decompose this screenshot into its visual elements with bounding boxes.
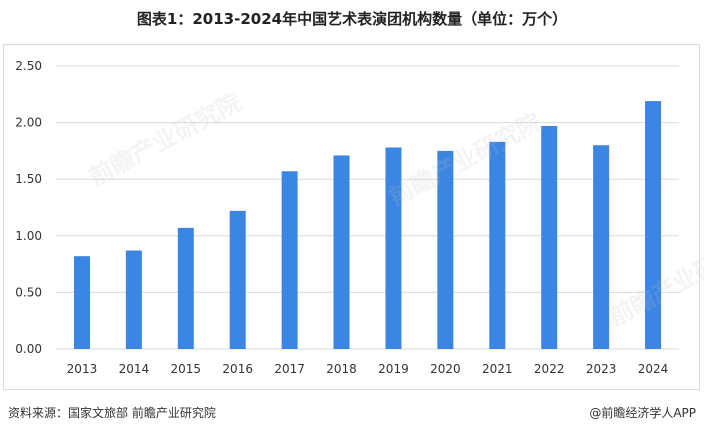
x-tick-label: 2021	[482, 362, 513, 376]
bar-2022	[541, 125, 558, 349]
y-tick-label: 0.00	[15, 342, 42, 356]
y-axis-ticks: 0.00 0.50 1.00 1.50 2.00 2.50	[15, 59, 42, 356]
bar-2019	[385, 147, 402, 349]
bar-2024	[645, 101, 662, 349]
chart-title: 图表1：2013-2024年中国艺术表演团机构数量（单位：万个）	[136, 10, 568, 28]
x-tick-label: 2018	[326, 362, 357, 376]
credit-note: @前瞻经济学人APP	[589, 406, 696, 420]
x-tick-label: 2020	[430, 362, 461, 376]
y-tick-label: 1.50	[15, 172, 42, 186]
bar-2017	[281, 171, 298, 349]
bar-chart: 0.000.501.001.502.002.50 2013 2014 2015 201…	[15, 59, 679, 376]
y-tick-label: 1.00	[15, 229, 42, 243]
x-tick-label: 2019	[378, 362, 409, 376]
y-tick-label: 2.00	[15, 116, 42, 130]
bar-2018	[333, 155, 350, 349]
y-tick-label: 2.50	[15, 59, 42, 73]
x-tick-label: 2017	[274, 362, 305, 376]
bar-2020	[437, 150, 454, 349]
bar-2013	[73, 256, 90, 349]
bar-2015	[177, 227, 194, 349]
bar-2016	[229, 210, 246, 349]
bar-2021	[489, 141, 506, 349]
y-tick-label: 0.50	[15, 285, 42, 299]
source-note: 资料来源：国家文旅部 前瞻产业研究院	[8, 406, 216, 420]
bars	[73, 101, 662, 349]
x-tick-label: 2013	[67, 362, 98, 376]
bar-2014	[125, 250, 142, 349]
x-tick-label: 2016	[222, 362, 253, 376]
gridlines	[56, 65, 679, 350]
x-tick-label: 2023	[586, 362, 617, 376]
x-tick-label: 2015	[171, 362, 202, 376]
bar-2023	[593, 145, 610, 349]
x-tick-label: 2014	[119, 362, 150, 376]
x-tick-label: 2024	[638, 362, 669, 376]
x-tick-label: 2022	[534, 362, 565, 376]
x-axis-ticks: 2013 2014 2015 2016 2017 2018 2019 2020 2021 2022…	[67, 362, 669, 376]
chart-frame: 0.00 0.50 1.00 1.50 2.00 2.50 2013 2014 2015 201…	[3, 44, 700, 390]
